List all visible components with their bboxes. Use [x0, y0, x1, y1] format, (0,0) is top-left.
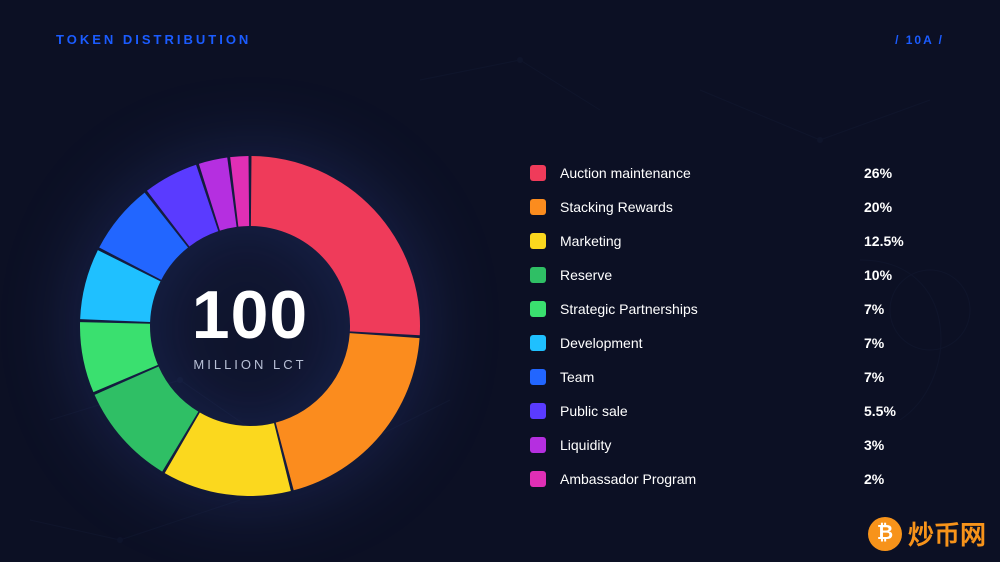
- center-value: 100: [192, 281, 308, 349]
- legend-pct: 7%: [864, 369, 920, 385]
- legend-label: Public sale: [560, 403, 850, 419]
- legend-swatch: [530, 199, 546, 215]
- legend: Auction maintenance 26% Stacking Rewards 20…: [500, 165, 1000, 487]
- legend-pct: 2%: [864, 471, 920, 487]
- legend-swatch: [530, 233, 546, 249]
- legend-swatch: [530, 267, 546, 283]
- legend-pct: 7%: [864, 301, 920, 317]
- donut-center: 100 MILLION LCT: [80, 156, 420, 496]
- legend-pct: 3%: [864, 437, 920, 453]
- center-subtitle: MILLION LCT: [193, 357, 306, 372]
- legend-swatch: [530, 301, 546, 317]
- legend-pct: 5.5%: [864, 403, 920, 419]
- legend-label: Liquidity: [560, 437, 850, 453]
- legend-row: Strategic Partnerships 7%: [530, 301, 920, 317]
- watermark: ₿ 炒币网: [868, 515, 986, 552]
- donut-chart: 100 MILLION LCT: [0, 96, 500, 556]
- legend-label: Reserve: [560, 267, 850, 283]
- legend-pct: 12.5%: [864, 233, 920, 249]
- legend-row: Development 7%: [530, 335, 920, 351]
- legend-label: Ambassador Program: [560, 471, 850, 487]
- legend-pct: 20%: [864, 199, 920, 215]
- legend-swatch: [530, 403, 546, 419]
- legend-row: Liquidity 3%: [530, 437, 920, 453]
- legend-swatch: [530, 335, 546, 351]
- legend-label: Stacking Rewards: [560, 199, 850, 215]
- page-title: TOKEN DISTRIBUTION: [56, 32, 251, 47]
- legend-row: Public sale 5.5%: [530, 403, 920, 419]
- watermark-text: 炒币网: [908, 515, 986, 552]
- legend-pct: 7%: [864, 335, 920, 351]
- legend-label: Auction maintenance: [560, 165, 850, 181]
- legend-row: Auction maintenance 26%: [530, 165, 920, 181]
- legend-row: Ambassador Program 2%: [530, 471, 920, 487]
- main-content: 100 MILLION LCT Auction maintenance 26% St…: [0, 90, 1000, 562]
- legend-pct: 10%: [864, 267, 920, 283]
- header: TOKEN DISTRIBUTION / 10A /: [56, 32, 944, 47]
- legend-swatch: [530, 369, 546, 385]
- page-code: / 10A /: [895, 33, 944, 47]
- bitcoin-icon: ₿: [868, 517, 902, 551]
- legend-row: Reserve 10%: [530, 267, 920, 283]
- legend-row: Team 7%: [530, 369, 920, 385]
- legend-pct: 26%: [864, 165, 920, 181]
- legend-swatch: [530, 471, 546, 487]
- legend-label: Team: [560, 369, 850, 385]
- legend-label: Marketing: [560, 233, 850, 249]
- legend-label: Strategic Partnerships: [560, 301, 850, 317]
- legend-label: Development: [560, 335, 850, 351]
- legend-swatch: [530, 437, 546, 453]
- legend-row: Marketing 12.5%: [530, 233, 920, 249]
- legend-swatch: [530, 165, 546, 181]
- legend-row: Stacking Rewards 20%: [530, 199, 920, 215]
